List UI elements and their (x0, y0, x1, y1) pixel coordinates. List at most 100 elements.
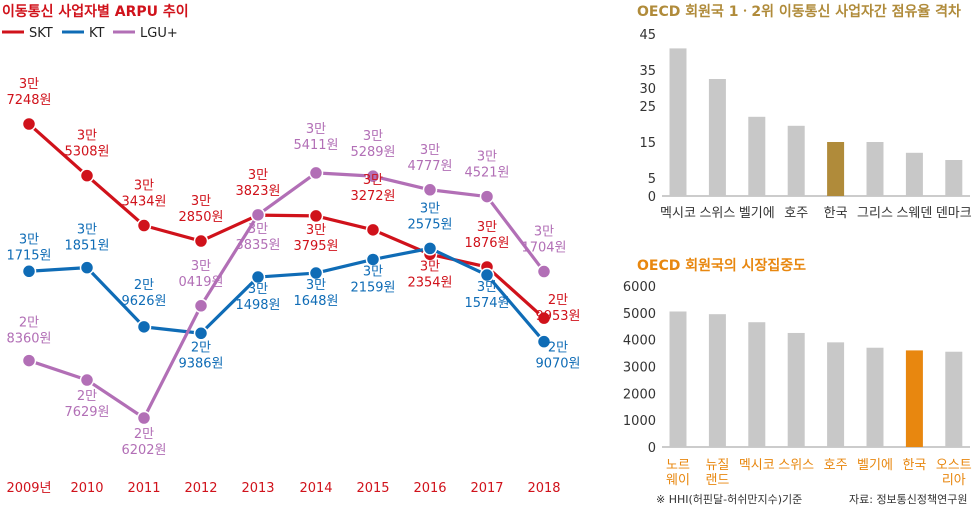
category-label: 스위스 (699, 206, 735, 221)
category-label: 벨기에 (739, 206, 775, 221)
bar (748, 322, 766, 447)
data-label-line2: 6202원 (121, 443, 166, 458)
data-point (308, 208, 324, 224)
arpu-x-axis: 2009년 2010 2011 2012 2013 2014 2015 2016 2017 201… (6, 481, 560, 496)
category-label: 뉴질 (705, 458, 729, 473)
data-point (250, 269, 266, 285)
data-label-line1: 2만 (19, 316, 39, 331)
bar (748, 116, 766, 196)
data-point (536, 264, 552, 279)
data-label-line1: 3만 (363, 173, 383, 188)
y-tick-label: 5000 (623, 307, 656, 322)
data-label-line1: 3만 (363, 129, 383, 144)
x-tick-label: 2016 (413, 481, 446, 496)
data-label-line1: 3만 (248, 222, 268, 237)
data-point (536, 310, 552, 326)
bar (945, 351, 963, 447)
bar (787, 125, 805, 196)
bar (905, 152, 923, 196)
data-label-line1: 2만 (77, 389, 97, 404)
y-tick-label: 35 (639, 64, 656, 79)
data-point (193, 298, 209, 314)
data-label-line1: 3만 (191, 259, 211, 274)
concentration-y-axis: 6000 5000 4000 3000 2000 1000 0 (623, 280, 970, 456)
bar-highlight (827, 142, 845, 196)
data-label-line2: 3434원 (121, 195, 166, 210)
category-label: 웨이 (666, 473, 690, 488)
x-tick-label: 2017 (470, 481, 503, 496)
data-point (79, 372, 95, 388)
data-label-line2: 1498원 (235, 298, 280, 313)
concentration-chart-title: OECD 회원국의 시장집중도 (637, 257, 806, 274)
data-label-line2: 4521원 (464, 166, 509, 181)
bar (787, 332, 805, 447)
data-label-line1: 3만 (477, 150, 497, 165)
data-point (136, 218, 152, 233)
legend-label-2: LGU+ (140, 26, 178, 41)
data-label-line1: 2만 (191, 340, 211, 355)
data-label-line2: 1851원 (64, 239, 109, 254)
data-label-line2: 5308원 (64, 145, 109, 160)
data-label-line2: 3835원 (235, 238, 280, 253)
arpu-chart-title: 이동통신 사업자별 ARPU 추이 (2, 3, 189, 20)
data-label-line2: 4777원 (407, 159, 452, 174)
data-label-line2: 1704원 (521, 241, 566, 256)
data-point (479, 267, 495, 283)
bar-highlight (905, 350, 923, 447)
data-label-line1: 3만 (534, 225, 554, 240)
source-note: 자료: 정보통신정책연구원 (849, 493, 968, 506)
data-point (21, 116, 37, 132)
data-label-line1: 3만 (19, 77, 39, 92)
series-line-kt (28, 246, 546, 343)
y-tick-label: 45 (639, 28, 656, 43)
y-tick-label: 1000 (623, 414, 656, 429)
bar (945, 160, 963, 196)
x-tick-label: 2014 (299, 481, 332, 496)
data-label-line2: 2159원 (350, 280, 395, 295)
data-label-line2: 1574원 (464, 296, 509, 311)
y-tick-label: 25 (639, 100, 656, 115)
x-tick-label: 2012 (184, 481, 217, 496)
data-label-line1: 3만 (420, 143, 440, 158)
y-tick-label: 0 (648, 441, 656, 456)
data-label-line2: 9386원 (178, 356, 223, 371)
category-label: 스웨덴 (896, 206, 932, 221)
data-label-line2: 3795원 (293, 239, 338, 254)
category-label: 호주 (824, 458, 848, 473)
category-label: 스위스 (778, 458, 814, 473)
data-point (136, 410, 152, 426)
data-label-line2: 9626원 (121, 294, 166, 309)
concentration-bars (669, 311, 963, 447)
legend-label-0: SKT (29, 26, 53, 41)
bar (827, 342, 845, 447)
data-point (250, 207, 266, 223)
data-label-line1: 3만 (191, 194, 211, 209)
series-line-lguplus (28, 171, 546, 420)
category-label: 한국 (902, 458, 926, 473)
data-label-line1: 3만 (306, 223, 326, 238)
y-tick-label: 4000 (623, 334, 656, 349)
category-label: 랜드 (705, 473, 729, 488)
data-point (365, 252, 381, 267)
data-label-line2: 9070원 (535, 357, 580, 372)
x-tick-label: 2010 (70, 481, 103, 496)
data-label-line2: 1876원 (464, 236, 509, 251)
data-label-line2: 2354원 (407, 275, 452, 290)
data-label-line1: 3만 (248, 282, 268, 297)
data-label-line2: 1715원 (6, 248, 51, 263)
data-label-line2: 7629원 (64, 405, 109, 420)
x-tick-label: 2013 (241, 481, 274, 496)
data-label-line2: 1648원 (293, 294, 338, 309)
data-point (79, 260, 95, 275)
data-point (365, 168, 381, 184)
data-label-line1: 3만 (134, 179, 154, 194)
data-label-line1: 3만 (477, 220, 497, 235)
data-label-line1: 3만 (248, 168, 268, 183)
category-label: 그리스 (857, 206, 893, 221)
data-point (308, 265, 324, 281)
data-point (479, 189, 495, 204)
arpu-line-chart: 이동통신 사업자별 ARPU 추이 SKT KT LGU+ 3만7248원3만530… (2, 3, 581, 496)
x-tick-label: 2015 (356, 481, 389, 496)
